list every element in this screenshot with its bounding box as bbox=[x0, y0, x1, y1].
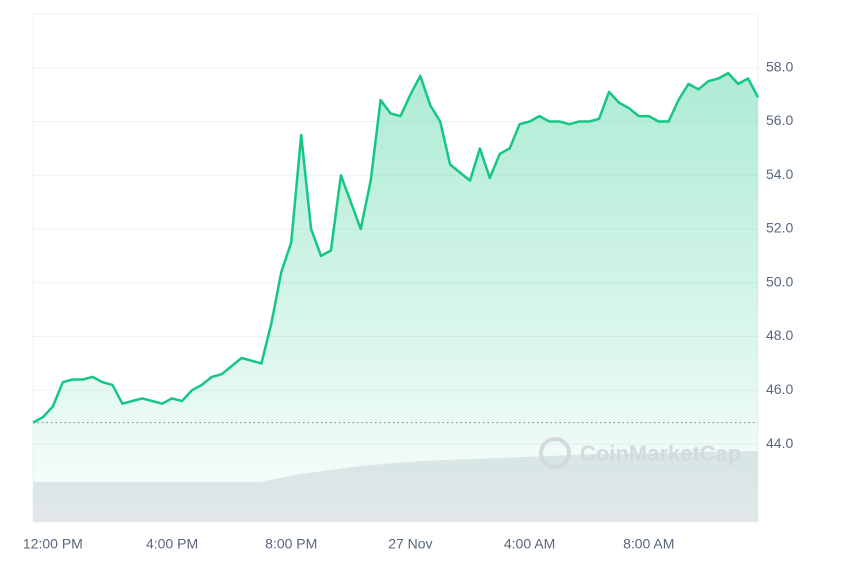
x-tick-label: 27 Nov bbox=[388, 536, 432, 552]
y-tick-label: 48.0 bbox=[766, 327, 793, 343]
x-tick-label: 4:00 PM bbox=[146, 536, 198, 552]
y-tick-label: 52.0 bbox=[766, 220, 793, 236]
price-line bbox=[32, 71, 760, 424]
x-tick-label: 8:00 PM bbox=[265, 536, 317, 552]
y-tick-label: 46.0 bbox=[766, 381, 793, 397]
area bbox=[33, 73, 758, 522]
x-tick-label: 4:00 AM bbox=[504, 536, 555, 552]
y-tick-label: 44.0 bbox=[766, 435, 793, 451]
y-tick-label: 54.0 bbox=[766, 166, 793, 182]
y-tick-label: 56.0 bbox=[766, 112, 793, 128]
y-tick-label: 58.0 bbox=[766, 58, 793, 74]
x-tick-label: 8:00 AM bbox=[623, 536, 674, 552]
watermark: CoinMarketCap bbox=[539, 437, 741, 469]
y-tick-label: 50.0 bbox=[766, 273, 793, 289]
x-tick-label: 12:00 PM bbox=[23, 536, 83, 552]
watermark-text: CoinMarketCap bbox=[580, 441, 741, 466]
